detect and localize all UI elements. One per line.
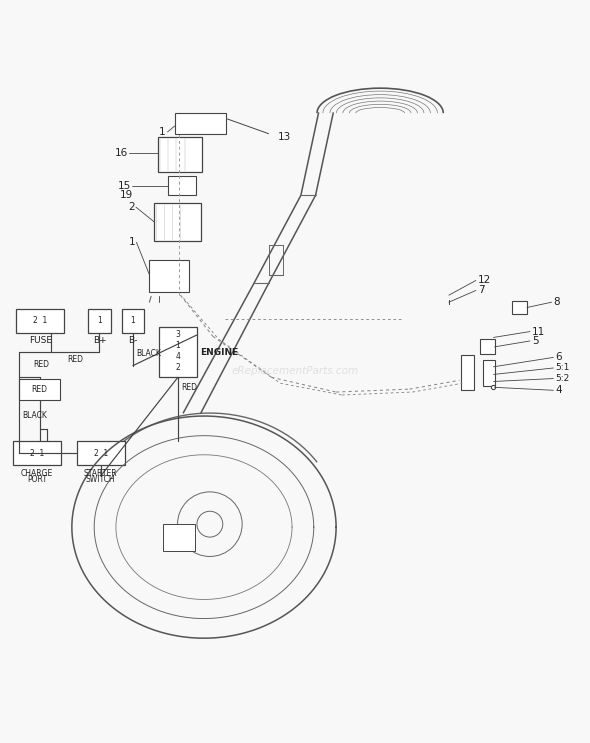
Text: 5: 5 bbox=[532, 336, 539, 346]
Text: 7: 7 bbox=[478, 285, 485, 296]
Text: RED: RED bbox=[67, 355, 83, 364]
Text: 2: 2 bbox=[128, 202, 135, 212]
Text: ENGINE: ENGINE bbox=[201, 348, 239, 357]
Bar bbox=[483, 360, 494, 386]
Text: 3: 3 bbox=[175, 331, 181, 340]
Text: 1: 1 bbox=[159, 127, 166, 137]
Text: 1: 1 bbox=[129, 237, 135, 247]
Text: 2  1: 2 1 bbox=[30, 449, 44, 458]
Bar bbox=[77, 441, 124, 465]
Bar bbox=[149, 260, 189, 292]
Bar bbox=[461, 355, 474, 390]
Bar bbox=[159, 328, 197, 377]
Text: CHARGE: CHARGE bbox=[21, 469, 53, 478]
Text: RED: RED bbox=[33, 360, 49, 369]
Text: 12: 12 bbox=[478, 276, 491, 285]
Bar bbox=[154, 203, 201, 241]
Text: 4: 4 bbox=[175, 352, 181, 361]
Text: 5:2: 5:2 bbox=[555, 374, 569, 383]
Bar bbox=[480, 340, 494, 354]
Bar bbox=[16, 308, 64, 334]
Text: 15: 15 bbox=[117, 181, 130, 191]
Bar bbox=[158, 137, 202, 172]
Text: SWITCH: SWITCH bbox=[86, 475, 116, 484]
Text: RED: RED bbox=[31, 385, 48, 394]
Text: FUSE: FUSE bbox=[29, 337, 52, 345]
Text: 2  1: 2 1 bbox=[93, 449, 108, 458]
Text: B-: B- bbox=[128, 337, 137, 345]
Text: BLACK: BLACK bbox=[136, 349, 160, 358]
Text: 19: 19 bbox=[120, 190, 133, 201]
Text: 1: 1 bbox=[97, 317, 102, 325]
Bar bbox=[122, 308, 144, 334]
Text: 16: 16 bbox=[114, 148, 127, 158]
Text: PORT: PORT bbox=[27, 475, 47, 484]
Bar bbox=[168, 176, 196, 195]
Text: 8: 8 bbox=[553, 297, 560, 307]
Text: 1: 1 bbox=[130, 317, 135, 325]
Text: BLACK: BLACK bbox=[22, 411, 47, 420]
Text: 2: 2 bbox=[175, 363, 180, 372]
Text: 6: 6 bbox=[555, 352, 562, 363]
Bar bbox=[175, 113, 227, 134]
Bar bbox=[13, 441, 61, 465]
Text: 4: 4 bbox=[555, 386, 562, 395]
Text: 13: 13 bbox=[277, 132, 291, 142]
Bar bbox=[88, 308, 110, 334]
Text: B+: B+ bbox=[93, 337, 106, 345]
Text: RED: RED bbox=[181, 383, 197, 392]
Text: 2  1: 2 1 bbox=[33, 317, 47, 325]
Bar bbox=[163, 524, 195, 551]
Text: STARTER: STARTER bbox=[84, 469, 117, 478]
Bar bbox=[512, 301, 527, 314]
Text: 11: 11 bbox=[532, 327, 546, 337]
Text: eReplacementParts.com: eReplacementParts.com bbox=[231, 366, 359, 377]
Bar bbox=[19, 378, 60, 400]
Text: 1: 1 bbox=[175, 342, 180, 351]
Text: 5:1: 5:1 bbox=[555, 363, 569, 372]
